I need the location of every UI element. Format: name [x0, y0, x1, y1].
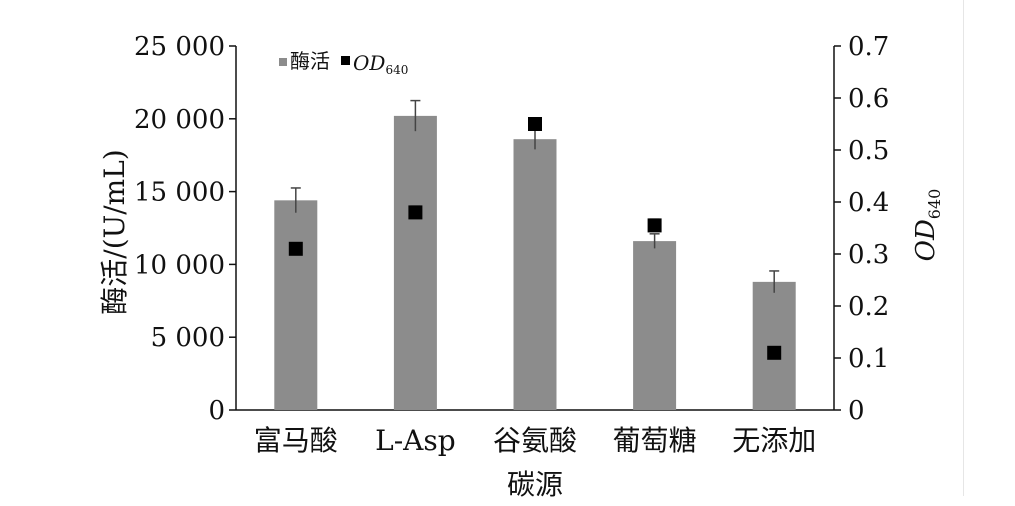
od-marker: [647, 218, 662, 233]
bar: [274, 200, 318, 410]
left-tick-label: 20 000: [134, 105, 225, 135]
right-tick-label: 0.3: [848, 240, 889, 270]
right-tick-label: 0.4: [848, 188, 889, 218]
x-tick-label: 谷氨酸: [493, 424, 577, 457]
left-ticks: 0 5 000 10 000 15 000 20 000 25 000: [134, 32, 236, 426]
legend-marker-label-sub: 640: [385, 63, 408, 77]
y-axis-title: 酶活/(U/mL): [98, 149, 131, 314]
od-marker: [767, 345, 782, 360]
left-tick-label: 5 000: [151, 323, 225, 353]
left-tick-label: 0: [208, 396, 225, 426]
legend-marker-swatch: [341, 56, 350, 65]
x-tick-label: 富马酸: [254, 424, 338, 457]
right-tick-label: 0: [848, 396, 865, 426]
legend-bar-swatch: [279, 58, 287, 66]
legend-marker-label: OD640: [353, 51, 408, 77]
legend-marker-label-main: OD: [353, 51, 385, 75]
x-axis-title: 碳源: [507, 468, 563, 501]
markers: [288, 117, 782, 360]
bars: [274, 99, 796, 410]
left-tick-label: 10 000: [134, 250, 225, 280]
right-tick-label: 0.1: [848, 344, 889, 374]
legend: 酶活 OD640: [279, 49, 408, 77]
y2-axis-title-sub: 640: [925, 189, 944, 220]
od-marker: [408, 205, 423, 220]
bar: [513, 139, 557, 410]
od-marker: [528, 117, 542, 131]
bar: [393, 115, 437, 410]
x-tick-label: 葡萄糖: [613, 424, 697, 457]
right-tick-label: 0.5: [848, 136, 889, 166]
x-tick-label: L-Asp: [375, 424, 456, 457]
y2-axis-title-main: OD: [911, 219, 941, 261]
bar: [633, 241, 677, 410]
right-tick-label: 0.6: [848, 84, 889, 114]
left-tick-label: 15 000: [134, 178, 225, 208]
legend-bar-label: 酶活: [290, 49, 330, 73]
right-tick-label: 0.2: [848, 292, 889, 322]
x-tick-labels: 富马酸 L-Asp 谷氨酸 葡萄糖 无添加: [254, 424, 816, 457]
od-marker: [288, 241, 303, 256]
x-tick-label: 无添加: [732, 424, 816, 457]
left-tick-label: 25 000: [134, 32, 225, 62]
y2-axis-title: OD640: [911, 189, 944, 262]
page-edge-line: [963, 0, 964, 496]
right-tick-label: 0.7: [848, 32, 889, 62]
right-ticks: 0 0.1 0.2 0.3 0.4 0.5 0.6 0.7: [834, 32, 889, 426]
